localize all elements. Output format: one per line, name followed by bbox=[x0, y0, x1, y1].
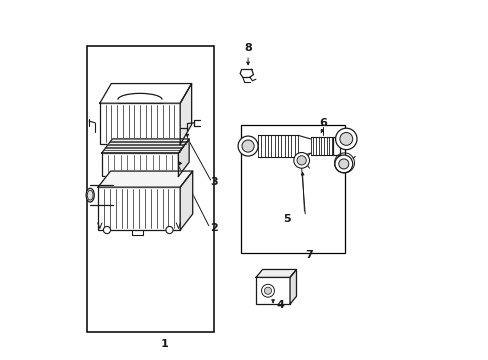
Circle shape bbox=[296, 156, 305, 165]
Polygon shape bbox=[100, 84, 191, 103]
Bar bbox=[332, 137, 340, 155]
Circle shape bbox=[339, 132, 352, 145]
Text: 6: 6 bbox=[319, 118, 326, 128]
Polygon shape bbox=[256, 270, 296, 277]
Circle shape bbox=[242, 140, 254, 152]
Text: 4: 4 bbox=[276, 300, 284, 310]
Text: 7: 7 bbox=[305, 250, 312, 260]
Bar bbox=[100, 103, 180, 144]
Polygon shape bbox=[180, 171, 192, 230]
Circle shape bbox=[103, 226, 110, 234]
Circle shape bbox=[338, 159, 348, 169]
Circle shape bbox=[261, 284, 274, 297]
Polygon shape bbox=[102, 139, 189, 153]
Bar bbox=[241, 125, 344, 253]
Polygon shape bbox=[178, 139, 189, 176]
Circle shape bbox=[165, 226, 173, 234]
Circle shape bbox=[293, 153, 309, 168]
Bar bbox=[87, 46, 214, 332]
Circle shape bbox=[264, 287, 271, 294]
Text: 5: 5 bbox=[283, 214, 290, 224]
Polygon shape bbox=[98, 171, 192, 187]
Ellipse shape bbox=[87, 190, 93, 200]
Text: 3: 3 bbox=[210, 177, 218, 187]
Circle shape bbox=[335, 128, 356, 150]
Text: 2: 2 bbox=[210, 223, 218, 233]
Bar bbox=[102, 153, 178, 176]
Circle shape bbox=[238, 136, 258, 156]
Bar bbox=[98, 187, 180, 230]
Ellipse shape bbox=[86, 188, 94, 202]
Circle shape bbox=[334, 155, 352, 173]
Polygon shape bbox=[180, 84, 191, 144]
Polygon shape bbox=[289, 270, 296, 304]
Text: 8: 8 bbox=[244, 43, 251, 53]
Bar bbox=[256, 277, 289, 304]
Text: 1: 1 bbox=[160, 339, 168, 349]
